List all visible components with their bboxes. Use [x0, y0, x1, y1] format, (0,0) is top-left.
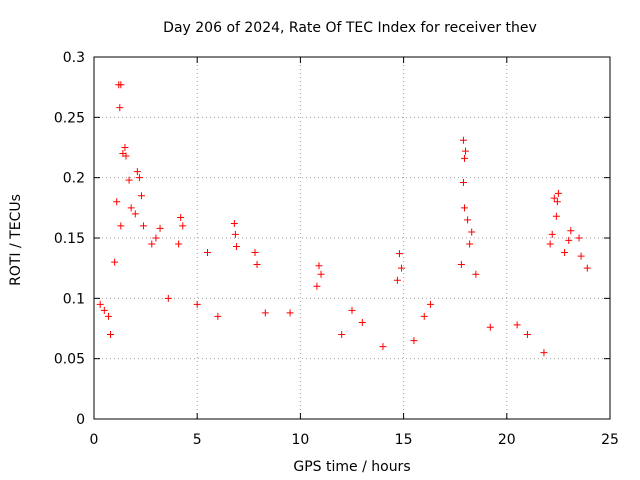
data-point	[548, 230, 556, 238]
data-point	[513, 321, 521, 329]
data-point	[464, 216, 472, 224]
data-point	[410, 337, 418, 345]
data-point	[472, 270, 480, 278]
x-tick-label: 25	[601, 432, 619, 448]
data-point	[393, 276, 401, 284]
data-point	[550, 194, 558, 202]
y-tick-label: 0	[76, 412, 85, 428]
data-point	[313, 282, 321, 290]
data-point	[179, 222, 187, 230]
data-point	[116, 104, 124, 112]
data-point	[523, 331, 531, 339]
data-point	[348, 306, 356, 314]
y-tick-label: 0.25	[54, 110, 85, 126]
y-tick-label: 0.3	[63, 50, 85, 66]
data-point	[554, 189, 562, 197]
data-point	[583, 264, 591, 272]
x-tick-label: 15	[395, 432, 413, 448]
data-point	[395, 250, 403, 258]
data-point	[565, 236, 573, 244]
x-axis-ticks: 0 5 10 15 20 25	[90, 57, 619, 448]
data-point	[546, 240, 554, 248]
data-point	[152, 234, 160, 242]
data-point	[175, 240, 183, 248]
grid-lines	[94, 57, 610, 419]
x-tick-label: 5	[193, 432, 202, 448]
data-point	[96, 300, 104, 308]
x-tick-label: 10	[291, 432, 309, 448]
data-point	[204, 248, 212, 256]
data-point	[127, 204, 135, 212]
data-point	[100, 306, 108, 314]
data-point	[137, 192, 145, 200]
data-point	[379, 343, 387, 351]
data-point	[457, 261, 465, 269]
data-point	[358, 318, 366, 326]
data-point	[398, 264, 406, 272]
y-tick-label: 0.15	[54, 231, 85, 247]
data-point	[148, 240, 156, 248]
data-point	[251, 248, 259, 256]
data-point	[131, 210, 139, 218]
data-point	[117, 222, 125, 230]
data-point	[459, 136, 467, 144]
x-tick-label: 0	[90, 432, 99, 448]
data-point	[460, 154, 468, 162]
data-point	[122, 152, 130, 160]
data-points	[96, 81, 591, 357]
data-point	[567, 227, 575, 235]
data-point	[111, 258, 119, 266]
data-point	[420, 312, 428, 320]
x-axis-label: GPS time / hours	[293, 459, 410, 475]
data-point	[232, 242, 240, 250]
data-point	[231, 230, 239, 238]
y-axis-ticks: 0 0.05 0.1 0.15 0.2 0.25 0.3	[54, 50, 610, 428]
data-point	[121, 144, 129, 151]
data-point	[261, 309, 269, 317]
data-point	[214, 312, 222, 320]
data-point	[113, 198, 121, 206]
data-point	[540, 349, 548, 357]
data-point	[460, 204, 468, 212]
data-point	[104, 312, 112, 320]
y-axis-label: ROTI / TECUs	[8, 194, 24, 286]
data-point	[462, 147, 470, 155]
data-point	[135, 174, 143, 182]
data-point	[193, 300, 201, 308]
data-point	[230, 220, 238, 228]
data-point	[125, 176, 133, 184]
data-point	[140, 222, 148, 230]
data-point	[459, 178, 467, 186]
data-point	[253, 261, 261, 269]
y-tick-label: 0.2	[63, 171, 85, 187]
data-point	[553, 198, 561, 206]
data-point	[117, 81, 125, 89]
data-point	[156, 224, 164, 232]
data-point	[561, 248, 569, 256]
data-point	[315, 262, 323, 270]
y-tick-label: 0.1	[63, 291, 85, 307]
data-point	[575, 234, 583, 242]
data-point	[286, 309, 294, 317]
y-tick-label: 0.05	[54, 352, 85, 368]
data-point	[486, 323, 494, 331]
data-point	[164, 294, 172, 302]
chart-title: Day 206 of 2024, Rate Of TEC Index for r…	[163, 20, 537, 36]
data-point	[317, 270, 325, 278]
data-point	[107, 331, 115, 339]
plot-frame	[93, 56, 611, 420]
data-point	[466, 240, 474, 248]
data-point	[468, 228, 476, 236]
data-point	[577, 252, 585, 260]
x-tick-label: 20	[498, 432, 516, 448]
data-point	[552, 212, 560, 220]
data-point	[133, 168, 141, 176]
data-point	[177, 213, 185, 221]
data-point	[338, 331, 346, 339]
data-point	[426, 300, 434, 308]
